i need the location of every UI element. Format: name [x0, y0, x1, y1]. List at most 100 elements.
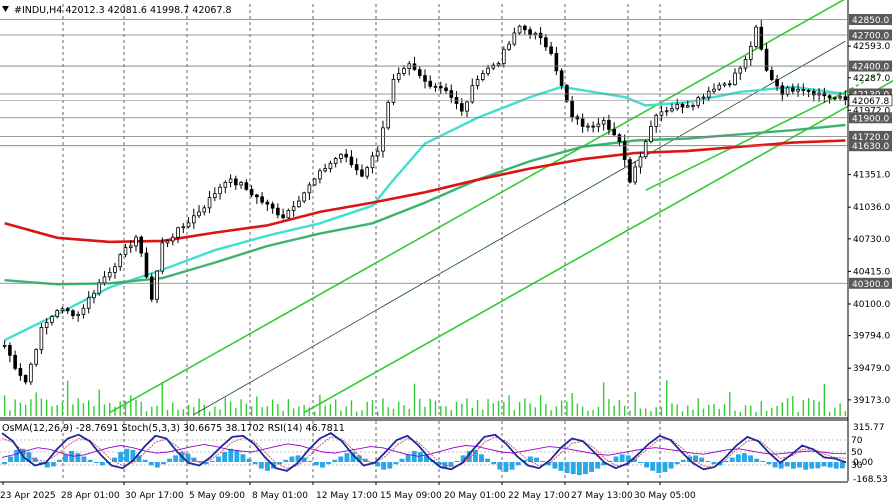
volume-bar: [387, 407, 389, 416]
volume-bar: [687, 405, 689, 416]
osma-bar: [209, 460, 215, 462]
candle-body: [549, 46, 553, 54]
ema-slow-line: [4, 139, 846, 244]
osma-bar: [693, 455, 698, 462]
osma-bar: [8, 456, 14, 462]
volume-bar: [224, 397, 227, 416]
volume-bar: [539, 395, 542, 416]
osma-bar: [320, 462, 325, 468]
volume-bar: [308, 407, 311, 416]
osma-bar: [699, 457, 705, 462]
volume-bar: [124, 401, 127, 416]
osma-bar: [112, 457, 117, 462]
volume-bar: [729, 391, 731, 416]
candle-body: [433, 85, 438, 88]
candle-body: [517, 25, 522, 34]
osma-bar: [81, 456, 87, 462]
osma-bar: [466, 451, 472, 462]
candle-body: [801, 89, 806, 91]
candle-body: [685, 105, 690, 108]
volume-bar: [681, 411, 684, 416]
level-box: [849, 140, 892, 152]
osc-tick-label: 0.00: [853, 458, 873, 468]
candle-body: [60, 308, 65, 311]
volume-bar: [40, 398, 43, 416]
x-tick-label: 12 May 17:00: [316, 491, 378, 501]
volume-bar: [655, 407, 657, 416]
candle-body: [512, 32, 517, 45]
volume-bar: [119, 401, 121, 416]
candle-body: [570, 100, 574, 118]
volume-bar: [88, 400, 90, 416]
volume-bar: [566, 401, 568, 416]
candle-body: [580, 118, 585, 127]
candle-body: [659, 111, 664, 116]
osma-bar: [668, 462, 674, 469]
osma-bar: [803, 462, 809, 470]
candle-body: [622, 141, 627, 161]
x-tick-label: 23 Apr 2025: [0, 491, 56, 501]
channel-line: [109, 0, 845, 414]
candle-body: [318, 170, 322, 180]
volume-bar: [19, 402, 22, 416]
candle-body: [381, 127, 385, 152]
volume-bar: [109, 402, 111, 416]
candle-body: [559, 70, 564, 86]
volume-bar: [219, 409, 221, 416]
osma-bar: [381, 462, 387, 470]
candle-body: [423, 75, 427, 82]
volume-bar: [82, 403, 85, 416]
osma-bar: [228, 448, 234, 462]
volume-bar: [524, 398, 526, 416]
osma-bar: [552, 462, 558, 469]
osma-bar: [619, 454, 625, 462]
volume-bar: [235, 407, 237, 416]
candle-body: [181, 226, 186, 229]
candle-body: [155, 270, 159, 300]
osma-bar: [436, 462, 442, 466]
volume-bar: [93, 405, 95, 416]
osma-bar: [326, 462, 332, 465]
osma-bar: [705, 460, 711, 462]
candle-body: [806, 90, 811, 92]
osc-level-label: 50: [851, 448, 863, 458]
osma-bar: [399, 458, 405, 462]
candle-body: [76, 313, 80, 317]
candle-body: [670, 108, 674, 112]
volume-bar: [487, 399, 489, 416]
candle-body: [664, 110, 669, 113]
volume-bar: [776, 405, 778, 416]
volume-bar: [608, 399, 610, 416]
candle-body: [743, 59, 748, 69]
osma-bar: [497, 462, 503, 470]
volume-bar: [51, 406, 53, 416]
candle-body: [333, 158, 338, 164]
osma-bar: [57, 459, 62, 462]
osma-bar: [540, 460, 546, 462]
osma-bar: [118, 452, 124, 462]
price-levels: 42850.042700.042400.042130.041900.041720…: [0, 14, 893, 290]
volume-bar: [3, 395, 6, 416]
osma-bar: [570, 462, 576, 475]
volume-bar: [597, 406, 600, 416]
osma-bar: [387, 462, 393, 469]
candle-body: [643, 141, 648, 158]
osma-bar: [546, 462, 552, 466]
menu-triangle-icon[interactable]: [2, 6, 9, 12]
osma-bar: [405, 454, 411, 462]
volume-bar: [813, 400, 815, 416]
candle-body: [738, 67, 743, 74]
candle-body: [459, 103, 464, 112]
osma-bar: [50, 462, 56, 467]
candle-body: [71, 310, 75, 317]
y-tick-label: 40415.0: [853, 267, 890, 277]
volume-bar: [77, 398, 79, 416]
candle-body: [827, 95, 832, 99]
osma-bar: [839, 462, 845, 469]
candle-body: [538, 32, 543, 39]
osma-bar: [26, 452, 32, 462]
osma-bar: [93, 462, 99, 464]
osma-bar: [375, 462, 380, 467]
candle-body: [65, 308, 70, 312]
